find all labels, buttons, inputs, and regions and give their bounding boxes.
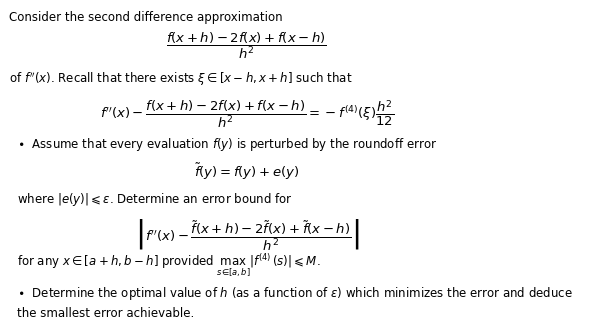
Text: $f''(x) - \dfrac{f(x+h) - 2f(x) + f(x-h)}{h^2} = -f^{(4)}(\xi)\dfrac{h^2}{12}$: $f''(x) - \dfrac{f(x+h) - 2f(x) + f(x-h)…	[99, 98, 394, 130]
Text: where $|e(y)| \leqslant \epsilon$. Determine an error bound for: where $|e(y)| \leqslant \epsilon$. Deter…	[17, 190, 293, 208]
Text: $\dfrac{f(x+h) - 2f(x) + f(x-h)}{h^2}$: $\dfrac{f(x+h) - 2f(x) + f(x-h)}{h^2}$	[167, 31, 327, 61]
Text: $\bullet$  Assume that every evaluation $f(y)$ is perturbed by the roundoff erro: $\bullet$ Assume that every evaluation $…	[17, 136, 438, 153]
Text: of $f''(x)$. Recall that there exists $\xi \in [x-h, x+h]$ such that: of $f''(x)$. Recall that there exists $\…	[9, 71, 353, 88]
Text: the smallest error achievable.: the smallest error achievable.	[17, 307, 195, 320]
Text: Consider the second difference approximation: Consider the second difference approxima…	[9, 11, 283, 24]
Text: $\bullet$  Determine the optimal value of $h$ (as a function of $\epsilon$) whic: $\bullet$ Determine the optimal value of…	[17, 285, 573, 302]
Text: $\left|f''(x) - \dfrac{\tilde{f}(x+h) - 2\tilde{f}(x) + \tilde{f}(x-h)}{h^2}\rig: $\left|f''(x) - \dfrac{\tilde{f}(x+h) - …	[135, 217, 359, 252]
Text: $\tilde{f}(y) = f(y) + e(y)$: $\tilde{f}(y) = f(y) + e(y)$	[194, 162, 300, 182]
Text: for any $x \in [a+h, b-h]$ provided $\max_{s \in [a,b]} |f^{(4)}(s)| \leqslant M: for any $x \in [a+h, b-h]$ provided $\ma…	[17, 253, 321, 279]
